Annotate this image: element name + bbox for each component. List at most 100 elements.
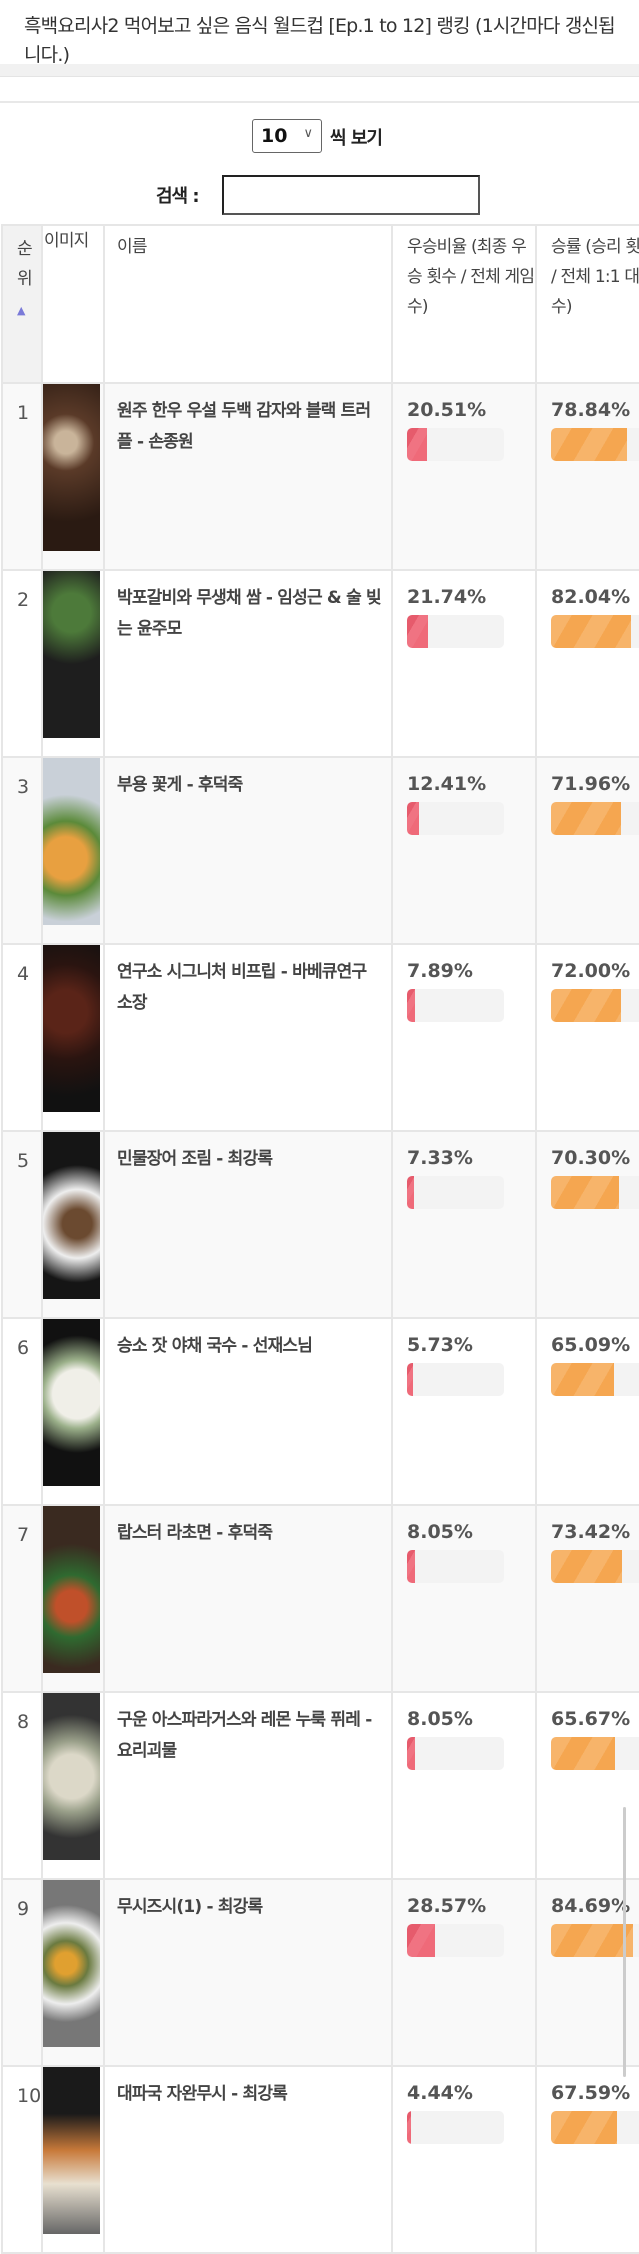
win-ratio-bar [407, 428, 504, 461]
table-row: 1 원주 한우 우설 두백 감자와 블랙 트러플 - 손종원 20.51% 78… [1, 382, 639, 571]
win-ratio-cell: 7.89% [391, 943, 537, 1132]
win-ratio-bar-fill [407, 1737, 415, 1770]
page-size-value: 10 [261, 125, 288, 147]
win-rate-bar-fill [551, 802, 621, 835]
table-row: 9 무시즈시(1) - 최강록 28.57% 84.69% [1, 1878, 639, 2067]
win-ratio-cell: 7.33% [391, 1130, 537, 1319]
win-ratio-bar [407, 1924, 504, 1957]
win-ratio-bar-fill [407, 428, 427, 461]
win-ratio-value: 5.73% [407, 1334, 473, 1356]
name-cell: 부용 꽃게 - 후덕죽 [103, 756, 393, 945]
win-ratio-bar [407, 615, 504, 648]
food-image [43, 384, 100, 551]
food-image [43, 2067, 100, 2234]
table-row: 7 랍스터 라초면 - 후덕죽 8.05% 73.42% [1, 1504, 639, 1693]
win-rate-cell: 73.42% [535, 1504, 639, 1693]
divider-band [0, 64, 639, 77]
win-rate-bar-fill [551, 1363, 615, 1396]
win-rate-bar [551, 989, 639, 1022]
header-win-ratio[interactable]: 우승비율 (최종 우승 횟수 / 전체 게임수) [391, 224, 537, 384]
win-rate-value: 70.30% [551, 1147, 631, 1169]
win-ratio-value: 12.41% [407, 773, 487, 795]
table-row: 4 연구소 시그니처 비프립 - 바베큐연구소장 7.89% 72.00% [1, 943, 639, 1132]
win-rate-bar [551, 1737, 639, 1770]
thumbnail-cell [41, 943, 105, 1132]
win-ratio-bar-fill [407, 1176, 415, 1209]
food-image [43, 1880, 100, 2047]
win-rate-cell: 82.04% [535, 569, 639, 758]
header-rank[interactable]: 순위 ▲ [1, 224, 43, 384]
table-row: 10 대파국 자완무시 - 최강록 4.44% 67.59% [1, 2065, 639, 2254]
win-rate-value: 78.84% [551, 399, 631, 421]
win-rate-cell: 65.67% [535, 1691, 639, 1880]
table-row: 3 부용 꽃게 - 후덕죽 12.41% 71.96% [1, 756, 639, 945]
name-cell: 승소 잣 야채 국수 - 선재스님 [103, 1317, 393, 1506]
win-ratio-bar [407, 1363, 504, 1396]
rank-cell: 3 [1, 756, 43, 945]
table-row: 5 민물장어 조림 - 최강록 7.33% 70.30% [1, 1130, 639, 1319]
win-ratio-value: 8.05% [407, 1521, 473, 1543]
header-image[interactable]: 이미지 [41, 224, 105, 384]
win-ratio-value: 21.74% [407, 586, 487, 608]
win-ratio-cell: 4.44% [391, 2065, 537, 2254]
thumbnail-cell [41, 569, 105, 758]
food-image [43, 1319, 100, 1486]
win-rate-bar-fill [551, 989, 621, 1022]
win-ratio-bar-fill [407, 2111, 412, 2144]
scrollbar[interactable] [623, 1807, 626, 2077]
win-rate-bar [551, 428, 639, 461]
sort-ascending-icon: ▲ [17, 304, 25, 317]
win-rate-cell: 67.59% [535, 2065, 639, 2254]
search-input[interactable] [222, 175, 480, 215]
win-rate-cell: 70.30% [535, 1130, 639, 1319]
win-ratio-value: 7.89% [407, 960, 473, 982]
divider [0, 101, 639, 103]
win-ratio-bar-fill [407, 989, 415, 1022]
food-image [43, 1693, 100, 1860]
rank-cell: 9 [1, 1878, 43, 2067]
rank-cell: 5 [1, 1130, 43, 1319]
thumbnail-cell [41, 756, 105, 945]
win-ratio-bar-fill [407, 1363, 413, 1396]
header-name[interactable]: 이름 [103, 224, 393, 384]
header-win-rate[interactable]: 승률 (승리 횟수 / 전체 1:1 대결수) [535, 224, 639, 384]
food-image [43, 758, 100, 925]
win-ratio-bar [407, 2111, 504, 2144]
rank-cell: 1 [1, 382, 43, 571]
win-rate-value: 73.42% [551, 1521, 631, 1543]
search-label: 검색 : [156, 186, 200, 207]
thumbnail-cell [41, 1691, 105, 1880]
chevron-down-icon: ∨ [303, 126, 313, 141]
win-rate-bar [551, 802, 639, 835]
win-rate-bar [551, 1550, 639, 1583]
win-ratio-value: 4.44% [407, 2082, 473, 2104]
win-rate-value: 65.67% [551, 1708, 631, 1730]
thumbnail-cell [41, 1878, 105, 2067]
win-rate-value: 67.59% [551, 2082, 631, 2104]
table-row: 6 승소 잣 야채 국수 - 선재스님 5.73% 65.09% [1, 1317, 639, 1506]
win-rate-bar-fill [551, 1550, 623, 1583]
win-ratio-value: 7.33% [407, 1147, 473, 1169]
name-cell: 연구소 시그니처 비프립 - 바베큐연구소장 [103, 943, 393, 1132]
win-ratio-cell: 21.74% [391, 569, 537, 758]
name-cell: 박포갈비와 무생채 쌈 - 임성근 & 술 빚는 윤주모 [103, 569, 393, 758]
win-ratio-bar [407, 1737, 504, 1770]
win-ratio-cell: 5.73% [391, 1317, 537, 1506]
win-ratio-bar [407, 1176, 504, 1209]
rank-cell: 4 [1, 943, 43, 1132]
page-size-select[interactable]: 10 ∨ [252, 119, 322, 153]
win-ratio-bar [407, 802, 504, 835]
win-rate-bar [551, 1176, 639, 1209]
win-rate-bar-fill [551, 1924, 634, 1957]
rank-cell: 6 [1, 1317, 43, 1506]
thumbnail-cell [41, 1504, 105, 1693]
table-row: 2 박포갈비와 무생채 쌈 - 임성근 & 술 빚는 윤주모 21.74% 82… [1, 569, 639, 758]
page-title: 흑백요리사2 먹어보고 싶은 음식 월드컵 [Ep.1 to 12] 랭킹 (1… [24, 15, 616, 66]
win-rate-value: 84.69% [551, 1895, 631, 1917]
win-ratio-cell: 8.05% [391, 1504, 537, 1693]
win-ratio-value: 20.51% [407, 399, 487, 421]
ranking-table: 순위 ▲ 이미지 이름 우승비율 (최종 우승 횟수 / 전체 게임수) 승률 (… [1, 224, 639, 2254]
win-ratio-value: 28.57% [407, 1895, 487, 1917]
win-ratio-bar-fill [407, 802, 420, 835]
win-rate-bar-fill [551, 1737, 615, 1770]
